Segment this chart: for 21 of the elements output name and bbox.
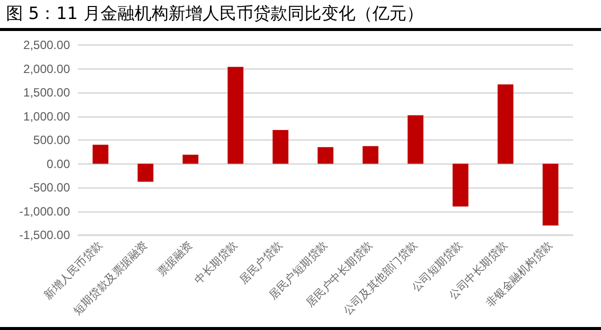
bar — [452, 164, 468, 206]
y-tick-label: 0.00 — [46, 156, 70, 171]
bar — [408, 115, 424, 164]
bar — [228, 66, 244, 164]
bar — [92, 144, 108, 164]
y-tick-label: -500.00 — [29, 180, 70, 194]
chart-title: 图 5：11 月金融机构新增人民币贷款同比变化（亿元） — [0, 0, 601, 31]
bar — [318, 147, 334, 164]
y-tick-label: 500.00 — [33, 133, 70, 147]
y-tick-label: 2,500.00 — [23, 38, 70, 52]
bar — [138, 164, 154, 182]
y-tick-label: 2,000.00 — [23, 62, 70, 76]
y-tick-label: 1,500.00 — [23, 86, 70, 100]
bar — [182, 154, 198, 164]
bar — [362, 146, 378, 164]
bar — [542, 164, 558, 226]
y-tick-label: 1,000.00 — [23, 109, 70, 124]
y-tick-label: -1,500.00 — [19, 228, 70, 242]
bar — [272, 130, 288, 164]
bar — [498, 84, 514, 164]
y-tick-label: -1,000.00 — [19, 204, 70, 218]
